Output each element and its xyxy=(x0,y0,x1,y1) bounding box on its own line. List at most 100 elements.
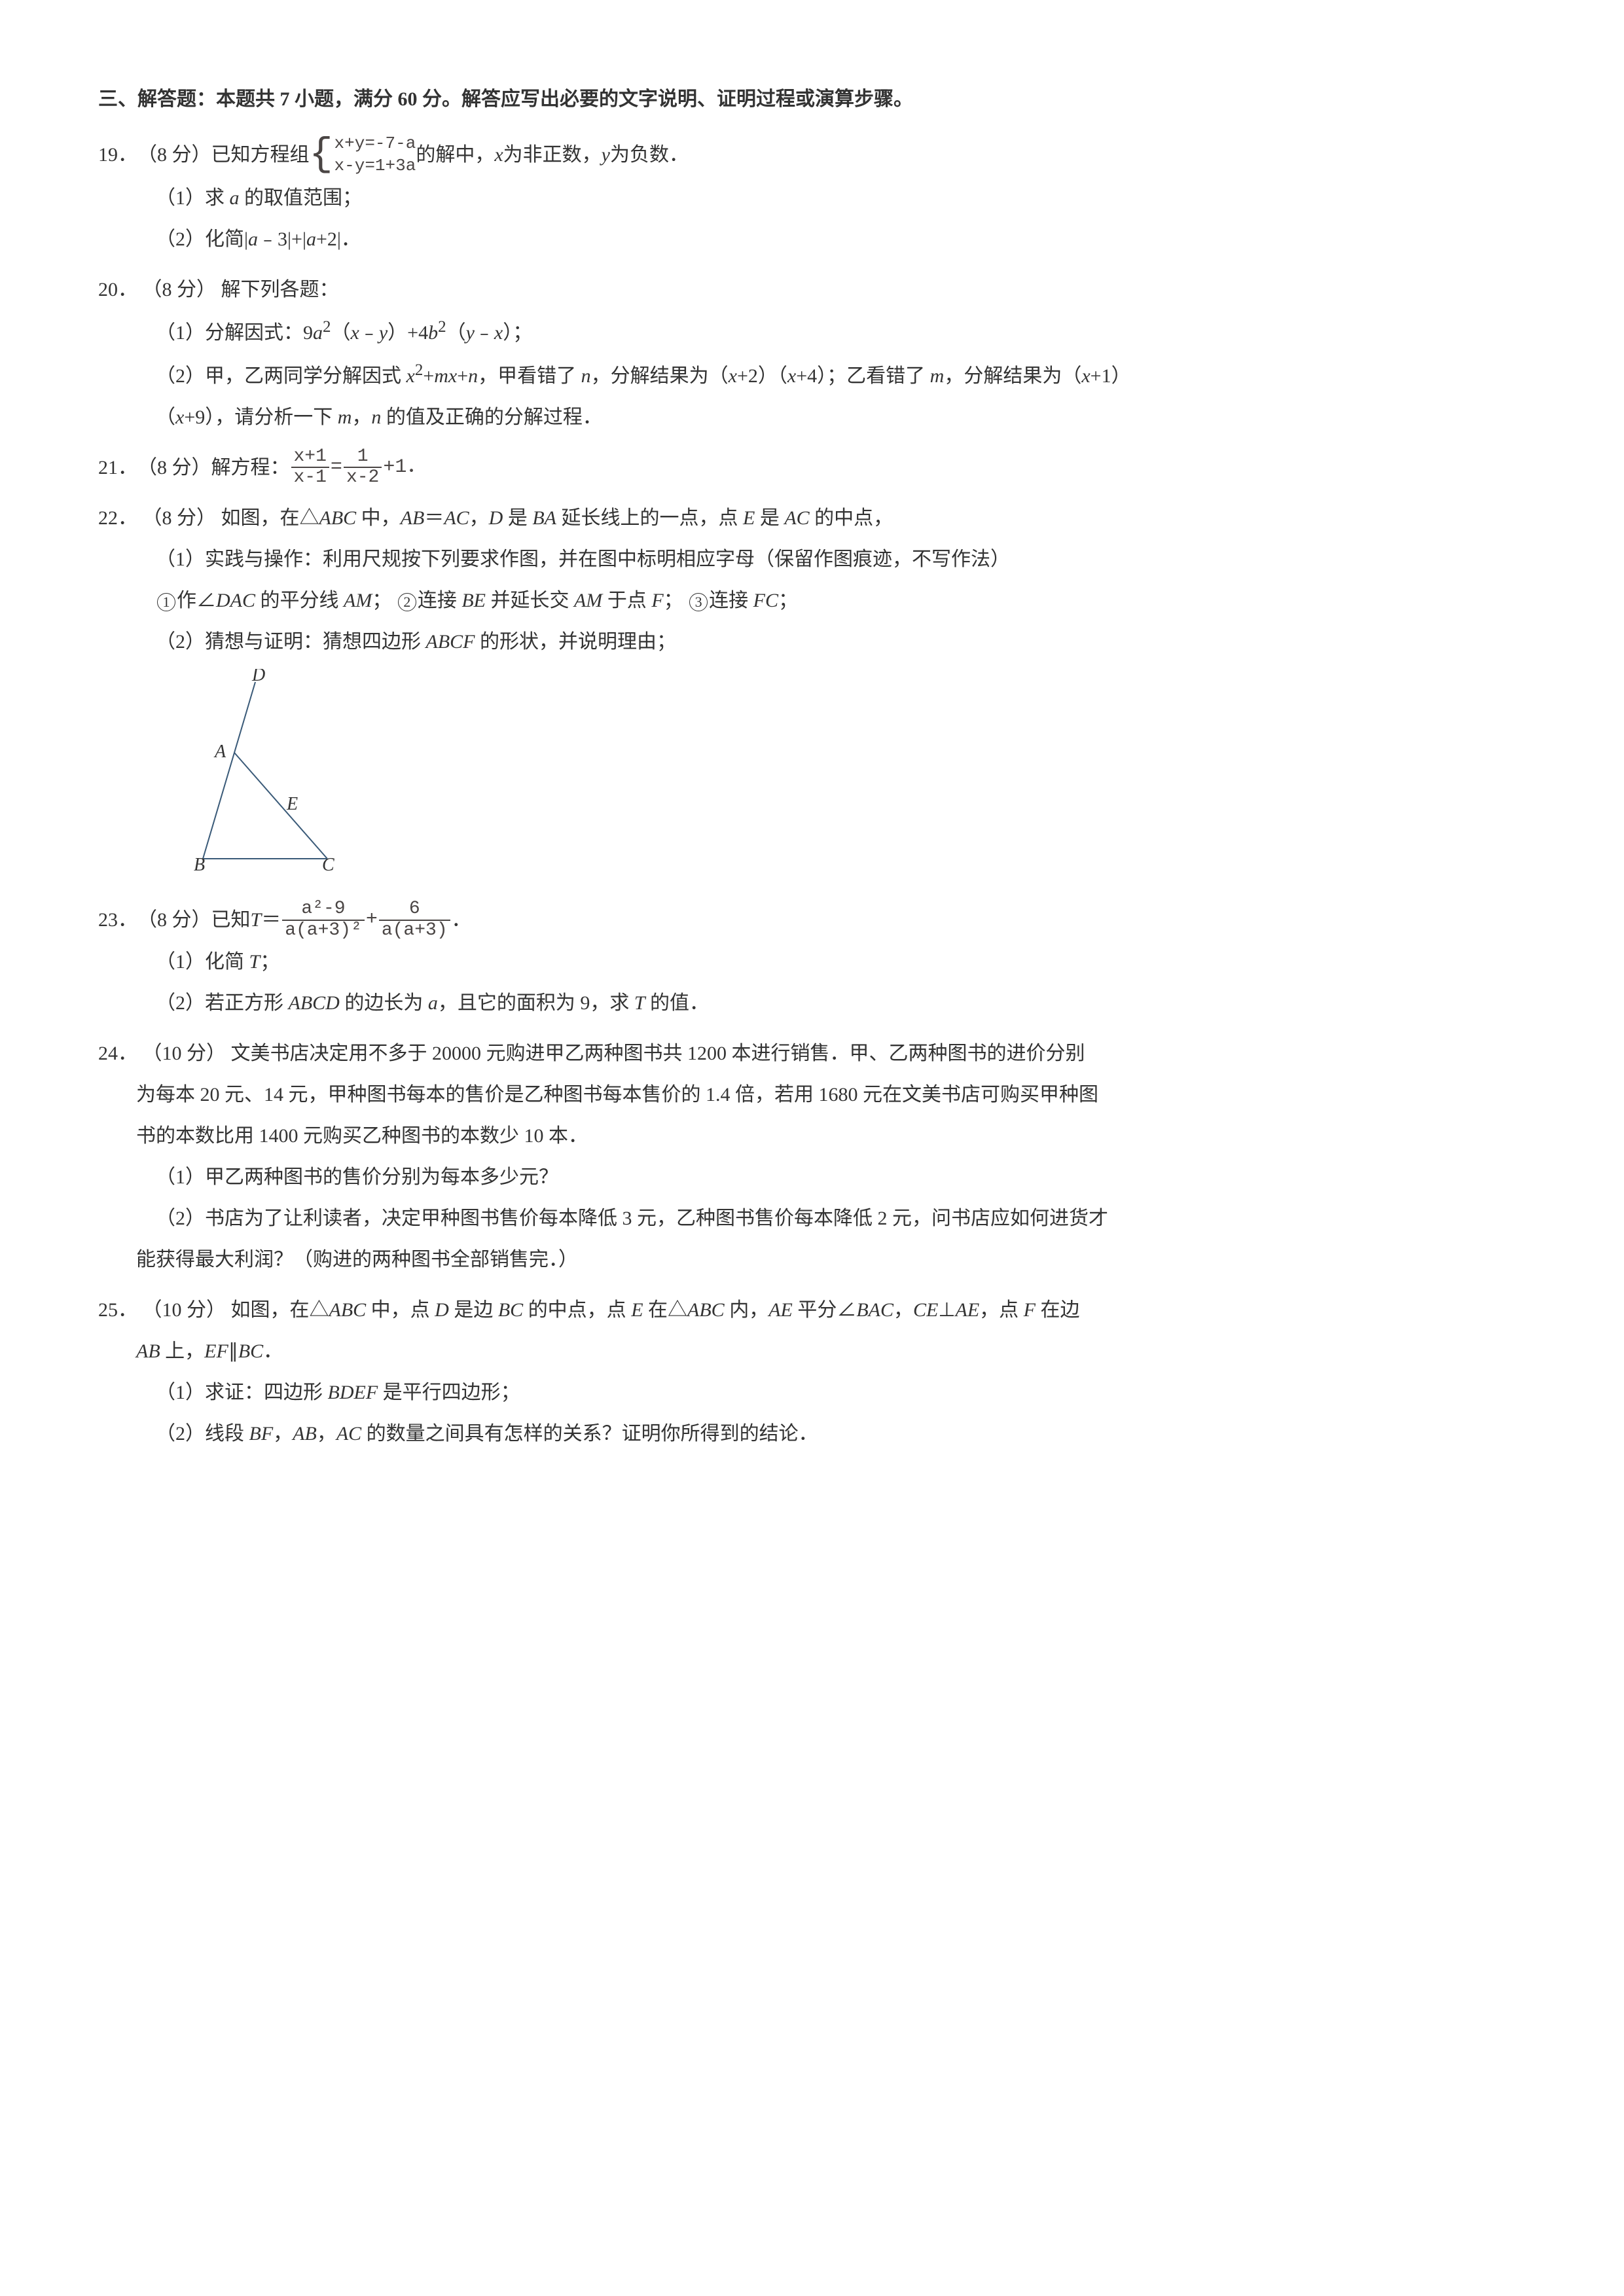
q22-le: 是 xyxy=(503,507,532,529)
triangle-diagram: D A E B C xyxy=(190,669,353,872)
q25-l1h: ， xyxy=(893,1299,913,1321)
q21-eq: = xyxy=(331,447,342,488)
q20-p2-x3: x xyxy=(787,365,796,387)
q25-BF: BF xyxy=(249,1423,274,1444)
q25-l1i: ⊥ xyxy=(938,1299,955,1321)
q25-ABC: ABC xyxy=(329,1299,367,1321)
q22-lg: 是 xyxy=(755,507,784,529)
q20-p2b: + xyxy=(423,365,434,387)
q22-lb: 中， xyxy=(356,507,401,529)
fig-label-E: E xyxy=(286,794,298,814)
q20-p2a: （2）甲，乙两同学分解因式 xyxy=(156,365,406,387)
q21-frac2: 1 x-2 xyxy=(344,447,382,489)
q20-p2-x5: x xyxy=(175,406,184,428)
q20-p2l2c: ， xyxy=(352,406,371,428)
q19-p1b: 的取值范围； xyxy=(240,187,363,209)
q22-la: 如图，在△ xyxy=(221,507,319,529)
q20-p1f: ﹣ xyxy=(475,322,494,344)
q22-points: （8 分） xyxy=(143,507,217,529)
q24-l2: 为每本 20 元、14 元，甲种图书每本的售价是乙种图书每本售价的 1.4 倍，… xyxy=(98,1074,1526,1115)
q22-p2b: 的形状，并说明理由； xyxy=(475,631,677,653)
q19-tail2: 为负数． xyxy=(610,134,689,175)
q20-p2g: +4）；乙看错了 xyxy=(796,365,929,387)
q24-p1: （1）甲乙两种图书的售价分别为每本多少元？ xyxy=(98,1157,1526,1198)
q19-p2a: （2）化简| xyxy=(156,228,248,250)
q22-c2c: 于点 xyxy=(602,590,651,611)
q25-CE: CE xyxy=(913,1299,938,1321)
q20-p2-n3: n xyxy=(371,406,381,428)
q25-AE: AE xyxy=(768,1299,793,1321)
q23-f2d: a(a+3) xyxy=(379,920,450,941)
q22-c3a: 连接 xyxy=(709,590,753,611)
q21-num: 21． xyxy=(98,447,137,488)
q19-p1a: （1）求 xyxy=(156,187,230,209)
q23-f1n: a²-9 xyxy=(298,899,348,920)
q25-l1k: 在边 xyxy=(1036,1299,1080,1321)
q21-f2d: x-2 xyxy=(344,467,382,488)
q20-p2-n1: n xyxy=(468,365,478,387)
q20-p1e: （ xyxy=(446,322,466,344)
q25-p2d: 的数量之间具有怎样的关系？证明你所得到的结论． xyxy=(361,1423,818,1444)
q23-p2T: T xyxy=(634,992,645,1014)
q20-p2-x2: x xyxy=(729,365,737,387)
q20-p1-sq2: 2 xyxy=(438,318,446,336)
q25-l1e: 在△ xyxy=(643,1299,688,1321)
q25-l2b: ∥ xyxy=(228,1340,238,1362)
q20-p2-x4: x xyxy=(1081,365,1090,387)
q25-D: D xyxy=(435,1299,449,1321)
q22-AM2: AM xyxy=(574,590,602,611)
q22-FC: FC xyxy=(753,590,778,611)
q23-p1T: T xyxy=(249,951,261,973)
q25-p2c: ， xyxy=(317,1423,336,1444)
q20-p1-a: a xyxy=(313,322,323,344)
q22-DAC: DAC xyxy=(216,590,255,611)
q21-f1n: x+1 xyxy=(291,447,329,467)
q25-l1j: ，点 xyxy=(979,1299,1024,1321)
q19-y: y xyxy=(602,134,610,175)
q23-f1d: a(a+3)² xyxy=(282,920,365,941)
q23-lead: 已知 xyxy=(211,899,251,941)
q22-p1: （1）实践与操作：利用尺规按下列要求作图，并在图中标明相应字母（保留作图痕迹，不… xyxy=(98,539,1526,580)
q24-l3: 书的本数比用 1400 元购买乙种图书的本数少 10 本． xyxy=(98,1115,1526,1157)
q20-lead: 解下列各题： xyxy=(221,279,339,300)
q24-p2a: （2）书店为了让利读者，决定甲种图书售价每本降低 3 元，乙种图书售价每本降低 … xyxy=(98,1198,1526,1239)
q22-c2a: 连接 xyxy=(418,590,462,611)
q22-lf: 延长线上的一点，点 xyxy=(556,507,743,529)
q20-p2i: +1） xyxy=(1091,365,1131,387)
q23-dot: ． xyxy=(452,899,471,941)
q20-num: 20． xyxy=(98,279,137,300)
problem-20: 20． （8 分） 解下列各题： （1）分解因式：9a2（x﹣y）+4b2（y﹣… xyxy=(98,269,1526,438)
q20-p1-b: b xyxy=(428,322,438,344)
q20-p1-x1: x xyxy=(351,322,359,344)
q23-plus: + xyxy=(366,899,378,941)
q21-points: （8 分） xyxy=(137,447,211,488)
q23-p1a: （1）化简 xyxy=(156,951,249,973)
q22-ABCF: ABCF xyxy=(426,631,475,653)
q23-p1b: ； xyxy=(260,951,280,973)
q19-p1-var: a xyxy=(230,187,240,209)
problem-25: 25． （10 分） 如图，在△ABC 中，点 D 是边 BC 的中点，点 E … xyxy=(98,1289,1526,1454)
q20-p2d: ，甲看错了 xyxy=(478,365,581,387)
q22-figure: D A E B C xyxy=(98,669,1526,886)
q19-p2v2: a xyxy=(306,228,316,250)
q20-p1a: （1）分解因式：9 xyxy=(156,322,313,344)
q22-AC2: AC xyxy=(784,507,809,529)
q20-p2e: ，分解结果为（ xyxy=(591,365,729,387)
q19-num: 19． xyxy=(98,134,137,175)
q22-ABC1: ABC xyxy=(319,507,357,529)
q25-l1g: 平分∠ xyxy=(793,1299,857,1321)
q25-l1f: 内， xyxy=(725,1299,769,1321)
fig-label-B: B xyxy=(194,855,205,872)
q23-points: （8 分） xyxy=(137,899,211,941)
q25-AE2: AE xyxy=(956,1299,980,1321)
q20-p2-x1: x xyxy=(406,365,415,387)
q19-lead: 已知方程组 xyxy=(211,134,310,175)
q19-points: （8 分） xyxy=(137,134,211,175)
section-title: 三、解答题：本题共 7 小题，满分 60 分。解答应写出必要的文字说明、证明过程… xyxy=(98,79,1526,120)
q23-num: 23． xyxy=(98,899,137,941)
q22-c1a: 作∠ xyxy=(177,590,216,611)
problem-21: 21． （8 分） 解方程： x+1 x-1 = 1 x-2 +1． xyxy=(98,447,1526,489)
q25-AB2: AB xyxy=(293,1423,317,1444)
q20-p1-x2: x xyxy=(494,322,503,344)
q22-F: F xyxy=(651,590,663,611)
